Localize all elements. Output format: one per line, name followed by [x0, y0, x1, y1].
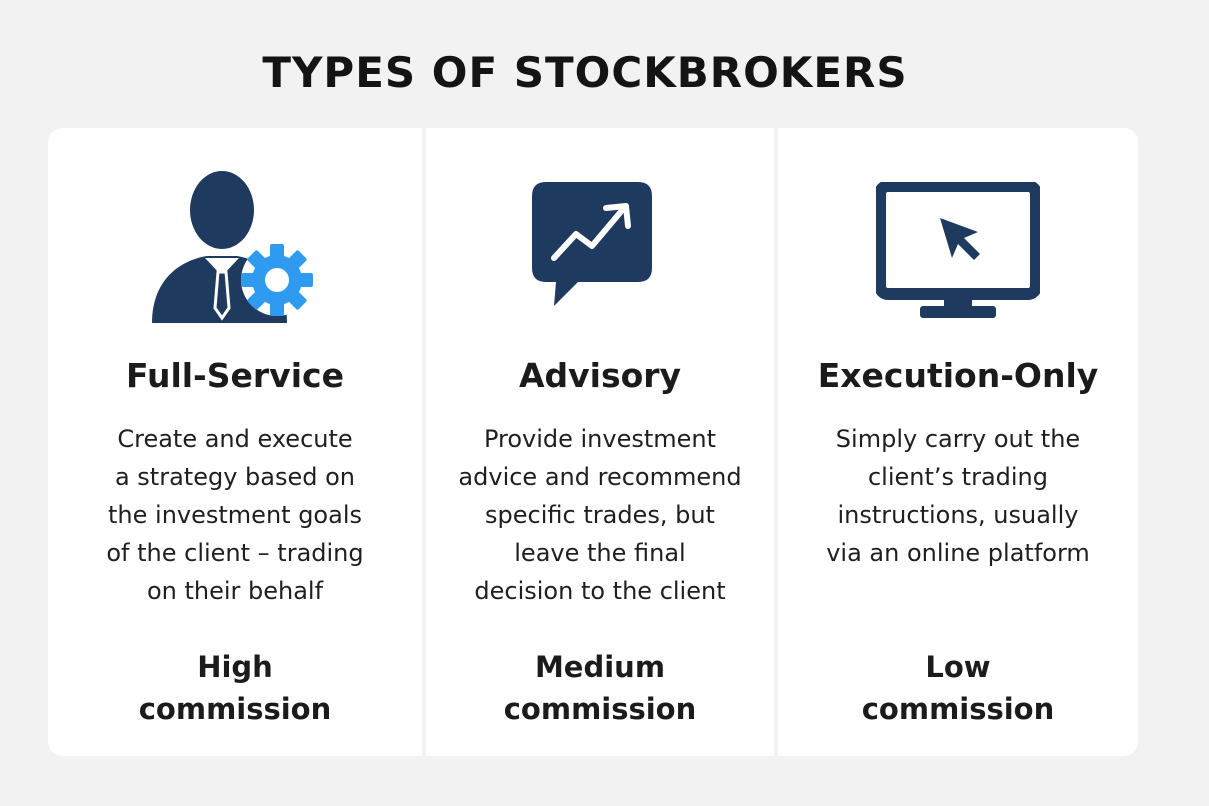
description-line: Provide investment: [483, 425, 717, 453]
column-description: Provide investment advice and recommend …: [426, 420, 774, 610]
description-line: a strategy based on: [114, 463, 356, 491]
commission-label: commission: [861, 692, 1055, 726]
commission-level: High commission: [48, 646, 422, 730]
description-line: decision to the client: [474, 577, 726, 605]
person-with-gear-icon: [152, 171, 313, 323]
commission-level: Low commission: [778, 646, 1138, 730]
monitor-cursor-icon: [876, 182, 1040, 318]
description-line: Create and execute: [117, 425, 353, 453]
column-advisory: Advisory Provide investment advice and r…: [426, 128, 774, 756]
column-divider: [774, 128, 778, 756]
description-line: advice and recommend: [458, 463, 742, 491]
broker-types-panel: Full-Service Create and execute a strate…: [48, 128, 1138, 756]
description-line: client’s trading: [867, 463, 1048, 491]
chat-bubble-trend-icon: [532, 182, 652, 306]
description-line: on their behalf: [146, 577, 324, 605]
description-line: leave the final: [514, 539, 686, 567]
commission-level-word: Low: [925, 650, 991, 684]
column-title: Full-Service: [126, 356, 344, 395]
commission-level: Medium commission: [426, 646, 774, 730]
column-full-service: Full-Service Create and execute a strate…: [48, 128, 422, 756]
commission-level-word: Medium: [534, 650, 666, 684]
column-divider: [422, 128, 426, 756]
commission-label: commission: [138, 692, 332, 726]
description-line: Simply carry out the: [835, 425, 1081, 453]
column-execution-only: Execution-Only Simply carry out the clie…: [778, 128, 1138, 756]
column-title: Execution-Only: [817, 356, 1099, 395]
commission-label: commission: [503, 692, 697, 726]
column-description: Simply carry out the client’s trading in…: [778, 420, 1138, 572]
column-title: Advisory: [518, 356, 682, 395]
commission-level-word: High: [197, 650, 273, 684]
column-description: Create and execute a strategy based on t…: [48, 420, 422, 610]
page-title: TYPES OF STOCKBROKERS: [262, 48, 908, 97]
description-line: via an online platform: [826, 539, 1090, 567]
description-line: the investment goals: [108, 501, 362, 529]
description-line: of the client – trading: [106, 539, 364, 567]
description-line: specific trades, but: [485, 501, 715, 529]
description-line: instructions, usually: [837, 501, 1079, 529]
